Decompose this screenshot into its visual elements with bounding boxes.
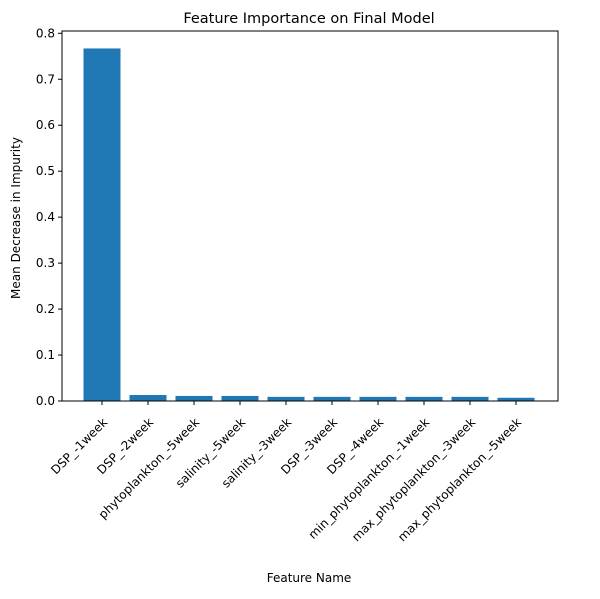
- bar: [83, 48, 121, 401]
- x-axis: DSP_-1weekDSP_-2weekphytoplankton_-5week…: [48, 401, 524, 544]
- y-axis: 0.0 0.1 0.2 0.3 0.4 0.5 0.6 0.7 0.8: [36, 26, 62, 408]
- bar: [405, 396, 443, 401]
- y-tick-label: 0.4: [36, 210, 55, 224]
- y-tick-label: 0.5: [36, 164, 55, 178]
- bar: [497, 397, 535, 401]
- plot-frame: [61, 30, 559, 402]
- y-tick-label: 0.3: [36, 256, 55, 270]
- bar: [221, 395, 259, 401]
- bar: [359, 396, 397, 401]
- y-tick-label: 0.1: [36, 348, 55, 362]
- bar: [129, 395, 167, 401]
- chart-title: Feature Importance on Final Model: [183, 11, 434, 27]
- y-tick-label: 0.0: [36, 394, 55, 408]
- bar: [267, 396, 305, 401]
- y-tick-label: 0.7: [36, 72, 55, 86]
- x-axis-label: Feature Name: [267, 571, 352, 585]
- bar: [313, 396, 351, 401]
- y-tick-label: 0.6: [36, 118, 55, 132]
- bar: [451, 396, 489, 401]
- y-axis-label: Mean Decrease in Impurity: [9, 137, 23, 299]
- bars-group: [83, 48, 535, 401]
- bar: [175, 395, 213, 401]
- y-tick-label: 0.8: [36, 26, 55, 40]
- y-tick-label: 0.2: [36, 302, 55, 316]
